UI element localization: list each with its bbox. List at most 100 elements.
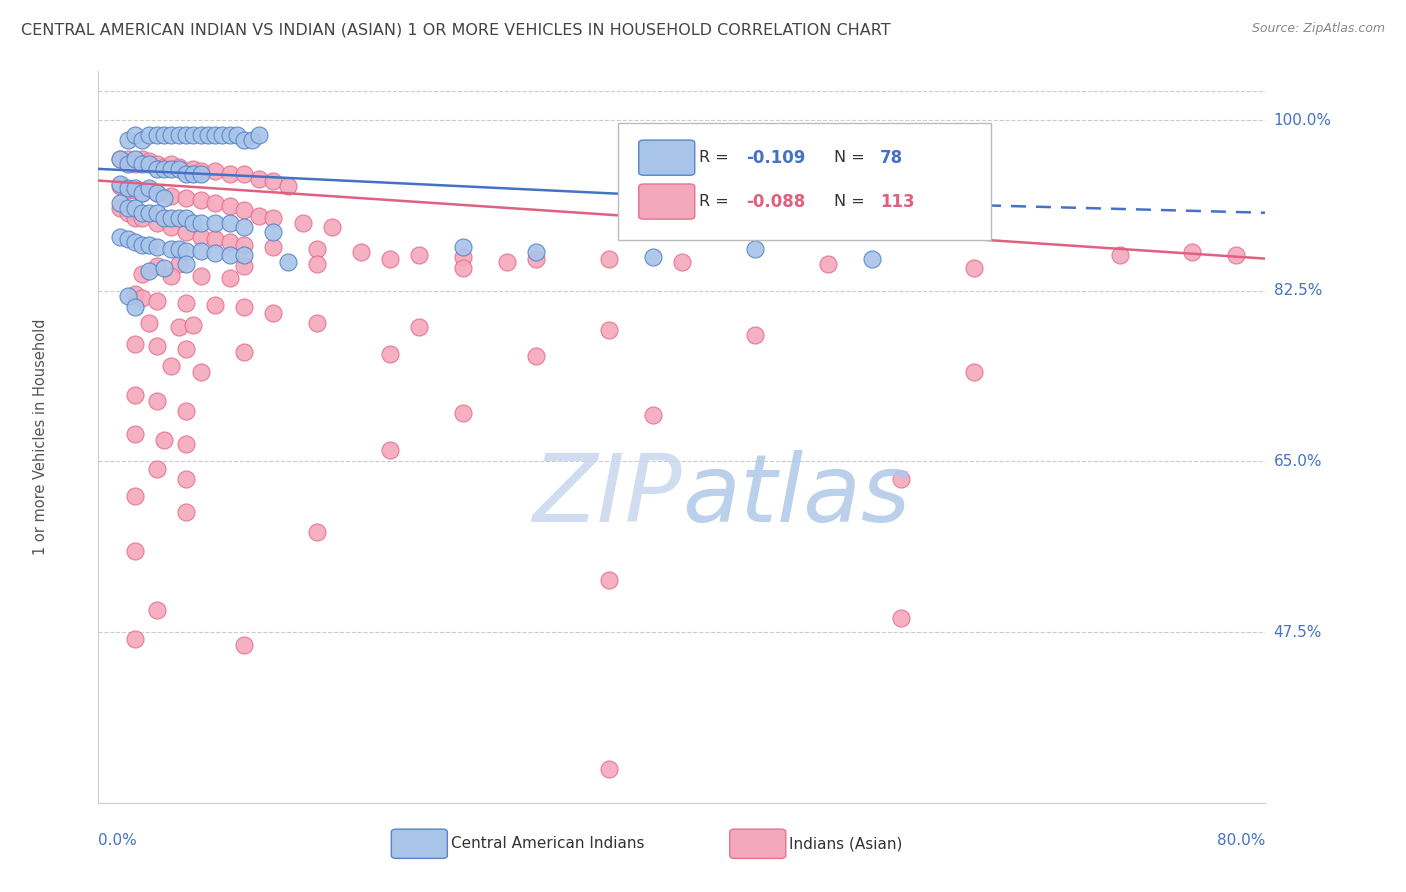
Point [117, 201, 139, 215]
Text: CENTRAL AMERICAN INDIAN VS INDIAN (ASIAN) 1 OR MORE VEHICLES IN HOUSEHOLD CORREL: CENTRAL AMERICAN INDIAN VS INDIAN (ASIAN… [21, 22, 891, 37]
Point [174, 257, 197, 271]
Point [218, 199, 240, 213]
Point [233, 133, 256, 147]
Point [233, 638, 256, 652]
Point [160, 269, 183, 284]
Text: -0.088: -0.088 [747, 193, 806, 211]
Point [641, 250, 664, 264]
Point [167, 161, 190, 176]
Point [146, 186, 169, 201]
Point [124, 286, 146, 301]
Point [124, 181, 146, 195]
FancyBboxPatch shape [638, 184, 695, 219]
Point [131, 157, 153, 171]
Point [190, 215, 212, 229]
Point [117, 157, 139, 171]
FancyBboxPatch shape [391, 830, 447, 858]
Point [524, 349, 547, 363]
Point [204, 164, 226, 178]
Point [110, 196, 132, 211]
Point [174, 244, 197, 258]
Point [146, 128, 169, 142]
Point [174, 191, 197, 205]
Point [211, 128, 233, 142]
FancyBboxPatch shape [730, 830, 786, 858]
Point [153, 191, 176, 205]
Point [218, 215, 240, 229]
Point [124, 632, 146, 646]
Point [233, 260, 256, 274]
Point [262, 173, 284, 187]
Point [190, 269, 212, 284]
Point [240, 133, 263, 147]
Point [146, 240, 169, 254]
Point [641, 408, 664, 422]
Point [146, 260, 169, 274]
Point [160, 128, 183, 142]
Point [291, 215, 314, 229]
Point [146, 293, 169, 308]
Text: 47.5%: 47.5% [1274, 624, 1322, 640]
Text: 80.0%: 80.0% [1218, 833, 1265, 848]
Point [496, 254, 519, 268]
Point [138, 128, 160, 142]
Point [124, 201, 146, 215]
Text: R =: R = [699, 194, 734, 209]
Point [110, 152, 132, 166]
Point [174, 472, 197, 486]
Point [110, 152, 132, 166]
Point [598, 323, 620, 337]
Point [380, 442, 402, 457]
Point [146, 462, 169, 476]
Point [181, 167, 204, 181]
Point [262, 306, 284, 320]
Point [181, 128, 204, 142]
Point [110, 201, 132, 215]
Point [124, 301, 146, 315]
Point [233, 167, 256, 181]
Text: 113: 113 [880, 193, 915, 211]
Point [153, 211, 176, 225]
Point [124, 489, 146, 503]
Point [307, 257, 329, 271]
Point [124, 157, 146, 171]
Point [138, 206, 160, 220]
Point [181, 318, 204, 332]
Point [153, 433, 176, 447]
Point [451, 406, 474, 420]
Point [233, 345, 256, 359]
Point [167, 160, 190, 174]
Point [1108, 248, 1130, 262]
Point [380, 252, 402, 266]
Point [138, 264, 160, 278]
Point [181, 215, 204, 229]
Point [117, 133, 139, 147]
FancyBboxPatch shape [617, 122, 991, 240]
Point [167, 242, 190, 256]
Point [124, 211, 146, 225]
Point [160, 242, 183, 256]
Text: 0.0%: 0.0% [98, 833, 138, 848]
Point [598, 762, 620, 776]
Point [167, 128, 190, 142]
Point [190, 128, 212, 142]
Point [218, 235, 240, 249]
Point [131, 133, 153, 147]
Point [131, 238, 153, 252]
Point [146, 186, 169, 201]
Point [174, 343, 197, 357]
Point [174, 505, 197, 519]
Point [124, 152, 146, 166]
Point [131, 211, 153, 225]
Point [146, 157, 169, 171]
Point [174, 225, 197, 239]
Point [131, 206, 153, 220]
Point [190, 365, 212, 379]
Point [146, 603, 169, 617]
Point [197, 128, 219, 142]
Point [124, 128, 146, 142]
Text: 78: 78 [880, 149, 904, 167]
Point [277, 179, 299, 194]
Text: -0.109: -0.109 [747, 149, 806, 167]
Point [146, 339, 169, 353]
